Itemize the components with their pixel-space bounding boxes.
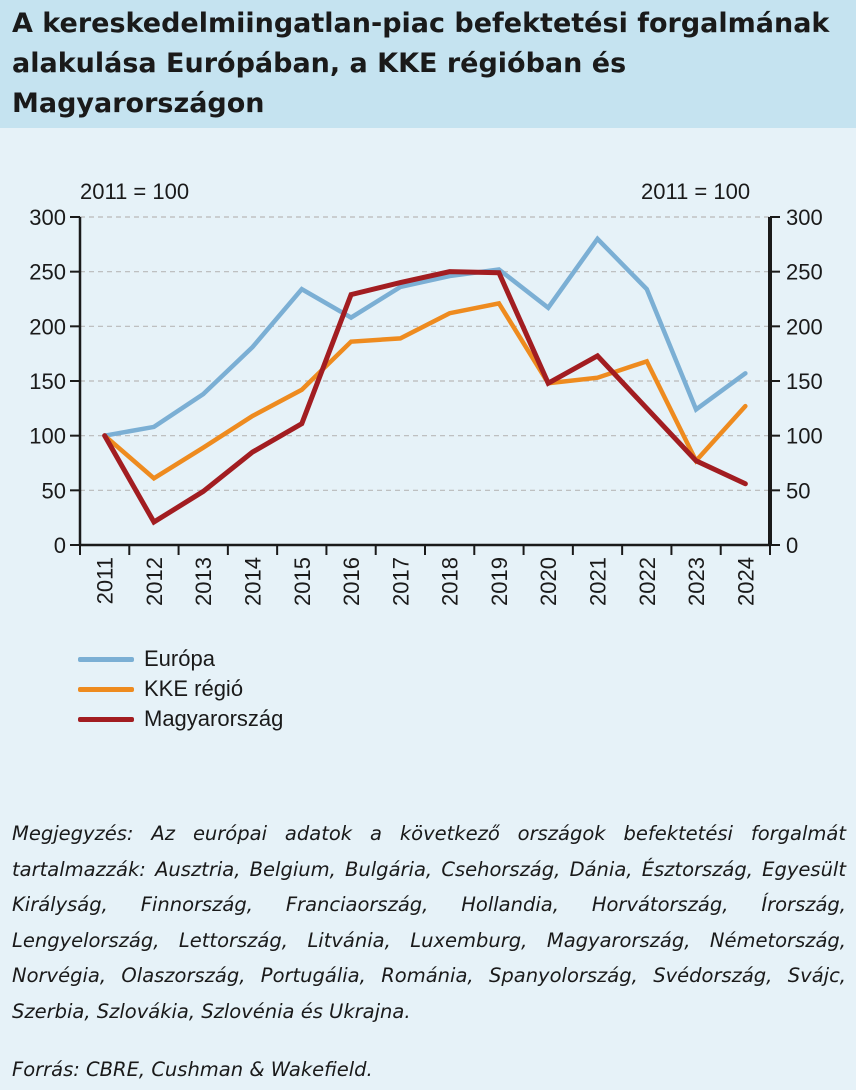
y-tick-label-left: 0 xyxy=(54,533,66,558)
x-tick-label: 2019 xyxy=(487,557,512,606)
x-tick-label: 2012 xyxy=(142,557,167,606)
source-note: Forrás: CBRE, Cushman & Wakefield. xyxy=(12,1058,373,1081)
x-tick-label: 2015 xyxy=(290,557,315,606)
y-tick-label-right: 150 xyxy=(786,369,823,394)
y-tick-label-right: 50 xyxy=(786,478,810,503)
y-tick-label-right: 0 xyxy=(786,533,798,558)
right-axis-unit: 2011 = 100 xyxy=(641,179,751,204)
footnote: Megjegyzés: Az európai adatok a következ… xyxy=(12,822,846,1023)
x-tick-label: 2013 xyxy=(191,557,216,606)
left-axis-unit: 2011 = 100 xyxy=(80,179,190,204)
legend-label: Magyarország xyxy=(144,706,284,731)
chart-title: A kereskedelmiingatlan-piac befektetési … xyxy=(12,8,830,119)
x-tick-label: 2021 xyxy=(586,557,611,606)
chart-legend: Európa KKE régió Magyarország xyxy=(78,644,283,734)
legend-swatch xyxy=(78,656,134,662)
x-tick-label: 2024 xyxy=(733,557,758,606)
title-bar: A kereskedelmiingatlan-piac befektetési … xyxy=(0,0,856,128)
y-tick-label-left: 250 xyxy=(29,260,66,285)
x-tick-label: 2017 xyxy=(388,557,413,606)
legend-item: Európa xyxy=(78,644,283,674)
y-tick-label-left: 150 xyxy=(29,369,66,394)
legend-swatch xyxy=(78,716,134,722)
x-tick-label: 2014 xyxy=(241,557,266,606)
line-chart: 0 0 50 50 100 100 150 150 200 200 250 250 300 300 2011… xyxy=(29,205,823,606)
x-tick-label: 2018 xyxy=(438,557,463,606)
y-tick-label-left: 300 xyxy=(29,205,66,230)
y-tick-label-right: 100 xyxy=(786,424,823,449)
legend-label: KKE régió xyxy=(144,676,244,701)
x-tick-label: 2016 xyxy=(339,557,364,606)
y-tick-label-right: 250 xyxy=(786,260,823,285)
legend-item: Magyarország xyxy=(78,704,283,734)
legend-item: KKE régió xyxy=(78,674,283,704)
y-tick-label-left: 100 xyxy=(29,424,66,449)
series-line-1 xyxy=(102,235,748,438)
legend-label: Európa xyxy=(144,646,215,671)
y-tick-label-left: 200 xyxy=(29,314,66,339)
x-tick-label: 2020 xyxy=(536,557,561,606)
x-tick-label: 2022 xyxy=(635,557,660,606)
series-line-2 xyxy=(102,300,748,482)
series-line-3 xyxy=(102,269,748,526)
legend-swatch xyxy=(78,686,134,692)
x-tick-label: 2023 xyxy=(684,557,709,606)
y-tick-label-right: 300 xyxy=(786,205,823,230)
x-tick-label: 2011 xyxy=(93,557,118,604)
y-tick-label-left: 50 xyxy=(42,478,66,503)
y-tick-label-right: 200 xyxy=(786,314,823,339)
